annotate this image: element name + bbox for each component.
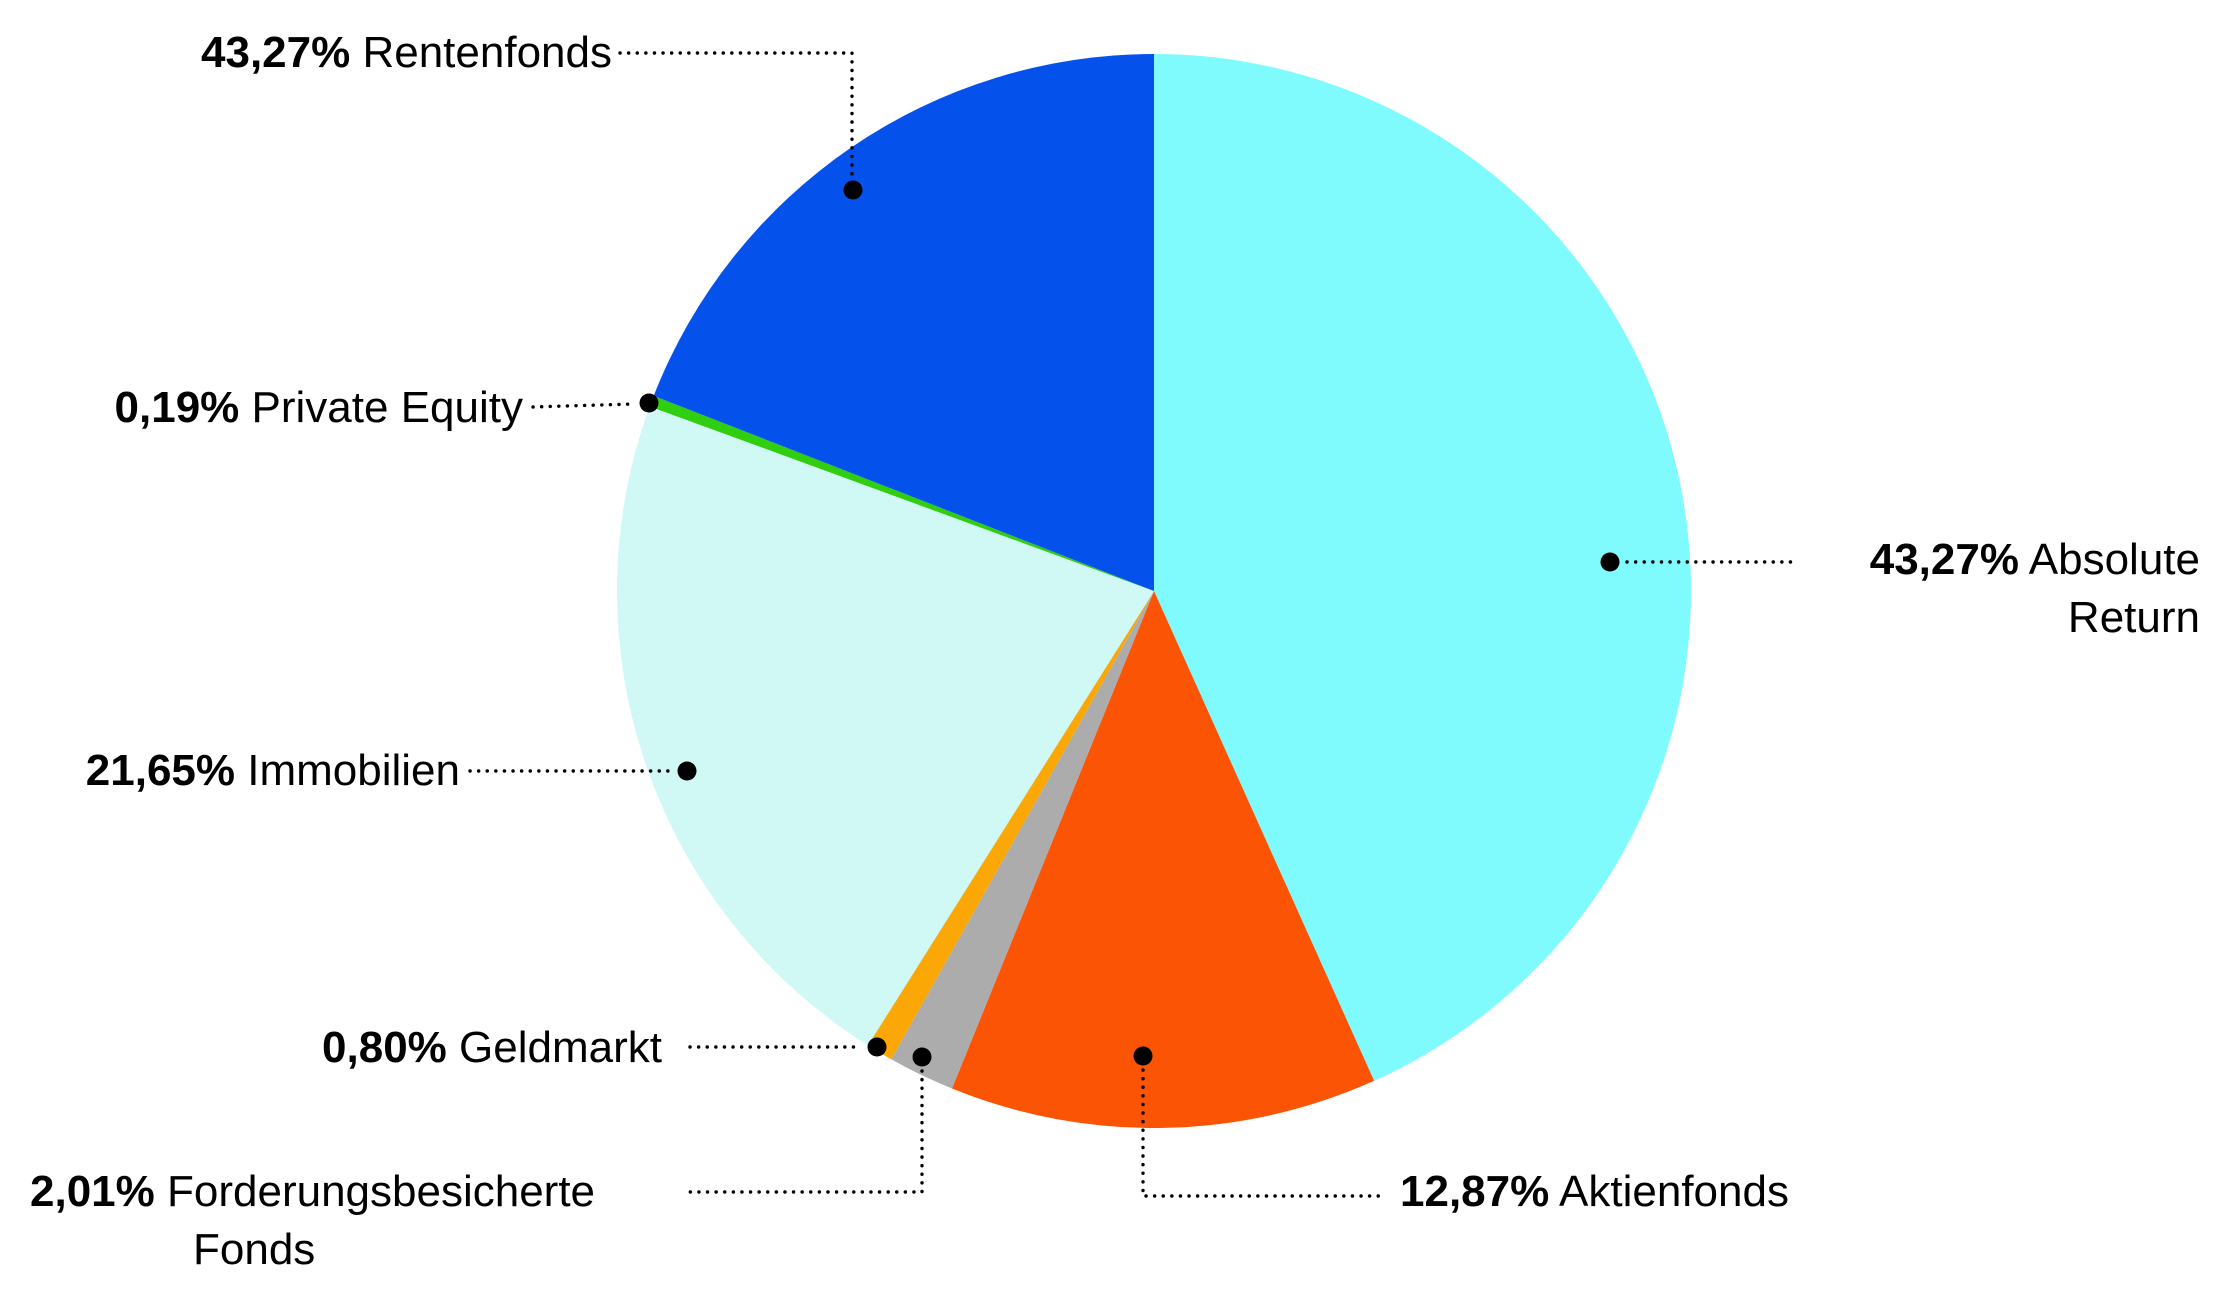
label-line-1: 2,01% Forderungsbesicherte bbox=[30, 1163, 595, 1221]
label-rentenfonds: 43,27% Rentenfonds bbox=[201, 24, 612, 82]
percent-private-equity: 0,19% bbox=[114, 383, 240, 432]
leader-line-private-equity bbox=[531, 402, 636, 409]
pie-slice-private-equity bbox=[649, 395, 1154, 591]
name-immobilien: Immobilien bbox=[247, 746, 460, 795]
label-line-2: Fonds bbox=[193, 1221, 595, 1279]
label-immobilien: 21,65% Immobilien bbox=[86, 742, 460, 800]
leader-line-rentenfonds bbox=[618, 51, 854, 178]
percent-absolute-return: 43,27% bbox=[1869, 535, 2019, 584]
leader-dot-geldmarkt bbox=[867, 1037, 887, 1057]
name-forderungsbesicherte-line1: Forderungsbesicherte bbox=[167, 1167, 596, 1216]
name-absolute-return-line1: Absolute bbox=[2028, 535, 2200, 584]
pie-slice-rentenfonds bbox=[653, 54, 1154, 591]
percent-rentenfonds: 43,27% bbox=[201, 28, 351, 77]
leader-line-aktienfonds bbox=[1141, 1068, 1382, 1198]
label-forderungsbesicherte-fonds: 2,01% Forderungsbesicherte Fonds bbox=[30, 1163, 595, 1279]
name-aktienfonds: Aktienfonds bbox=[1559, 1167, 1789, 1216]
name-private-equity: Private Equity bbox=[251, 383, 523, 432]
leader-dot-absolute-return bbox=[1600, 552, 1620, 572]
percent-geldmarkt: 0,80% bbox=[322, 1023, 447, 1072]
leader-dot-aktienfonds bbox=[1133, 1046, 1153, 1066]
percent-immobilien: 21,65% bbox=[85, 746, 236, 795]
label-absolute-return: 43,27% Absolute Return bbox=[1870, 531, 2200, 647]
percent-aktienfonds: 12,87% bbox=[1400, 1167, 1550, 1216]
leader-dot-rentenfonds bbox=[843, 180, 863, 200]
label-geldmarkt: 0,80% Geldmarkt bbox=[322, 1019, 662, 1077]
label-private-equity: 0,19% Private Equity bbox=[115, 379, 523, 437]
leader-line-forderungsbesicherte-fonds bbox=[681, 1069, 924, 1194]
pie-slice-immobilien bbox=[617, 406, 1154, 1046]
name-geldmarkt: Geldmarkt bbox=[459, 1023, 662, 1072]
pie-slice-forderungsbesicherte-fonds bbox=[891, 591, 1154, 1089]
leader-dot-private-equity bbox=[639, 393, 659, 413]
pie-slice-absolute-return bbox=[1154, 54, 1692, 1081]
label-line-1: 43,27% Absolute bbox=[1870, 531, 2200, 589]
label-aktienfonds: 12,87% Aktienfonds bbox=[1400, 1163, 1789, 1221]
name-absolute-return-line2: Return bbox=[2067, 593, 2200, 642]
pie-slice-geldmarkt bbox=[867, 591, 1154, 1060]
leader-dot-immobilien bbox=[677, 761, 697, 781]
name-rentenfonds: Rentenfonds bbox=[362, 28, 612, 77]
name-forderungsbesicherte-line2: Fonds bbox=[193, 1225, 316, 1274]
percent-forderungsbesicherte: 2,01% bbox=[30, 1167, 155, 1216]
label-line-2: Return bbox=[1870, 589, 2200, 647]
pie-slice-aktienfonds bbox=[951, 591, 1375, 1129]
leader-dot-forderungsbesicherte-fonds bbox=[912, 1047, 932, 1067]
